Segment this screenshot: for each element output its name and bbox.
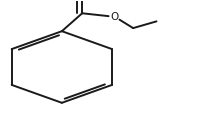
Text: O: O bbox=[111, 12, 119, 22]
